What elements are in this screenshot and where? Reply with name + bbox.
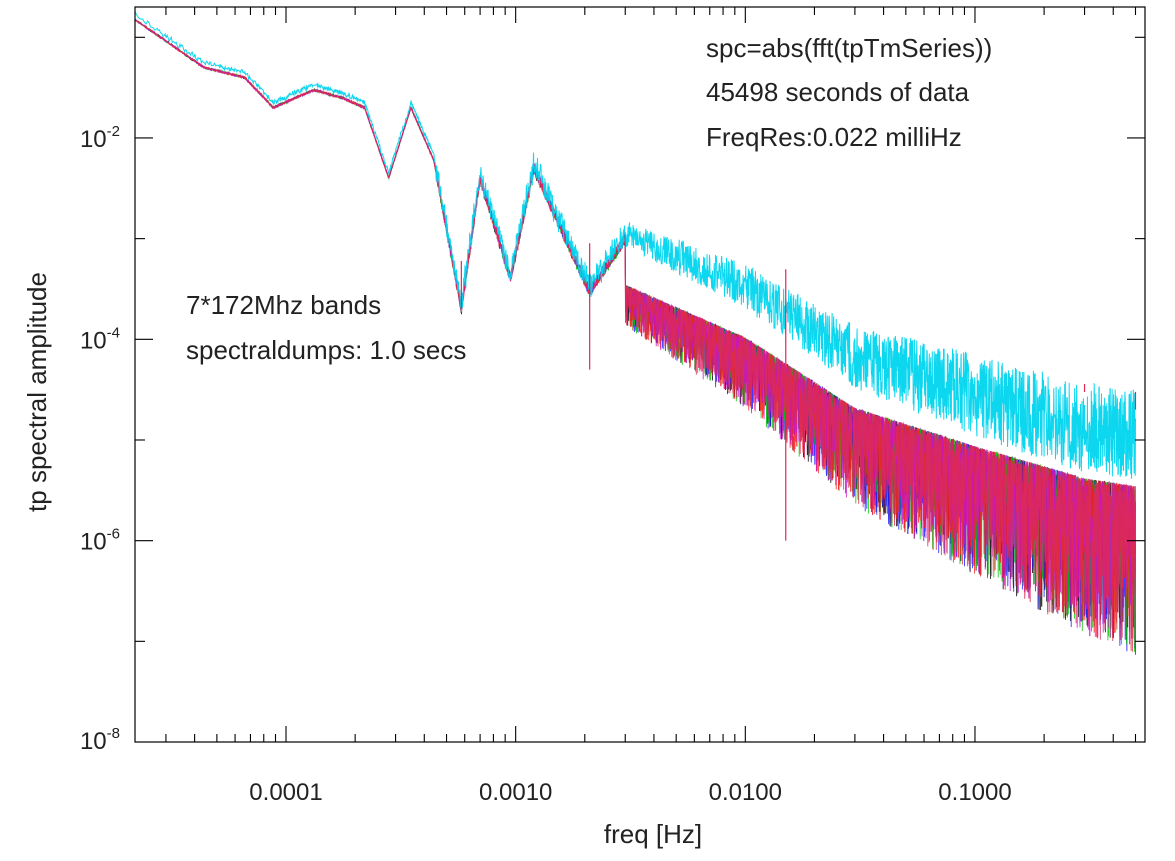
x-tick-label: 0.0010 [479, 779, 552, 806]
y-tick-base: 10 [80, 728, 107, 755]
series-group [134, 11, 1137, 655]
annotation-duration: 45498 seconds of data [706, 77, 970, 107]
y-tick-label: 10-8 [80, 725, 120, 755]
x-axis-title: freq [Hz] [604, 819, 702, 849]
spectrum-series-line [134, 19, 1136, 652]
annotation-spectral-dumps: spectraldumps: 1.0 secs [186, 335, 466, 365]
plot-frame [134, 6, 1146, 743]
x-tick-label: 0.0001 [249, 779, 322, 806]
y-tick-exponent: -8 [107, 725, 120, 742]
y-tick-label: 10-6 [80, 526, 120, 556]
y-tick-base: 10 [80, 529, 107, 556]
x-tick-label: 0.1000 [938, 779, 1011, 806]
annotation-freq-resolution: FreqRes:0.022 milliHz [706, 122, 962, 152]
x-tick-label: 0.0100 [709, 779, 782, 806]
y-tick-label: 10-2 [80, 123, 120, 153]
y-axis-title: tp spectral amplitude [22, 272, 52, 512]
ticks-group [135, 7, 1145, 743]
y-tick-base: 10 [80, 327, 107, 354]
y-tick-exponent: -6 [107, 526, 120, 543]
y-tick-exponent: -2 [107, 123, 120, 140]
spectrum-series-line [134, 11, 1136, 479]
y-tick-label: 10-4 [80, 324, 120, 354]
y-tick-exponent: -4 [107, 324, 120, 341]
annotation-fft-formula: spc=abs(fft(tpTmSeries)) [706, 33, 992, 63]
y-tick-base: 10 [80, 126, 107, 153]
annotation-bands: 7*172Mhz bands [186, 290, 381, 320]
